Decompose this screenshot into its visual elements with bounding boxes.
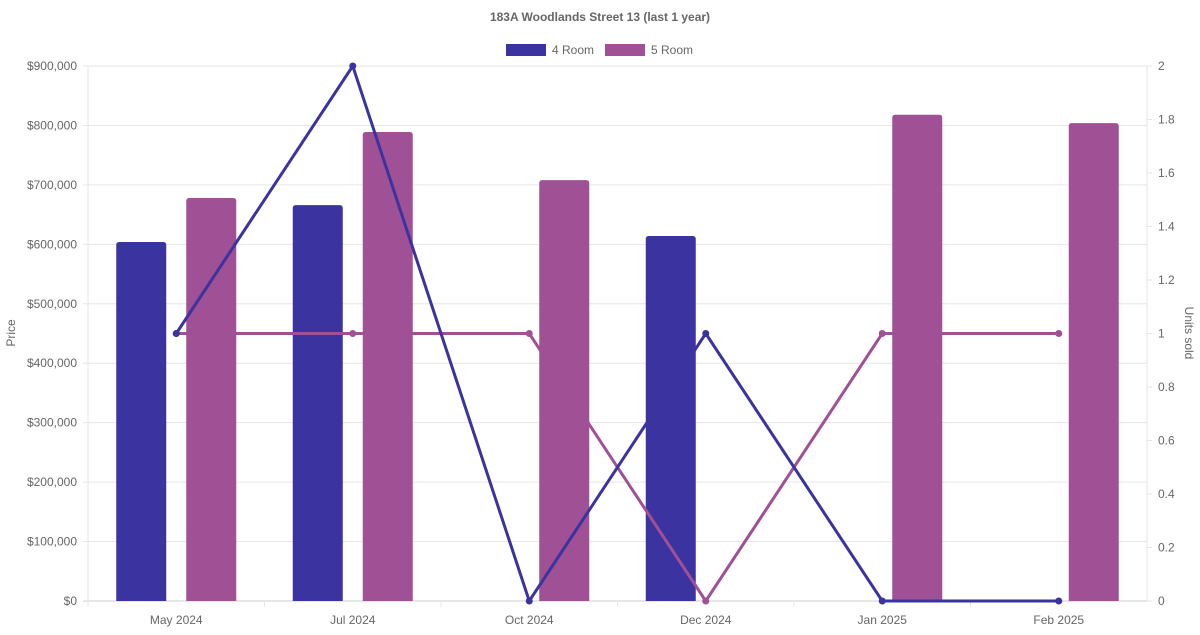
- bar-4-room: [116, 241, 167, 601]
- y-tick-label: $100,000: [27, 535, 77, 549]
- point-units-4-room: [1055, 597, 1063, 605]
- y2-tick-label: 0.8: [1158, 380, 1175, 394]
- y2-tick-label: 0.2: [1158, 541, 1175, 555]
- legend-swatch-5-room: [605, 44, 645, 56]
- bar-5-room: [1068, 123, 1119, 602]
- bar-5-room: [362, 131, 413, 601]
- x-tick-label: Jan 2025: [858, 613, 908, 627]
- y-tick-label: $200,000: [27, 475, 77, 489]
- point-units-5-room: [1055, 330, 1063, 337]
- y-tick-label: $400,000: [27, 356, 77, 370]
- bar-5-room: [892, 114, 943, 601]
- y-tick-label: $600,000: [27, 237, 77, 251]
- x-tick-label: Feb 2025: [1033, 613, 1084, 627]
- legend-label-4-room: 4 Room: [552, 43, 594, 57]
- line-units-4-room: [174, 62, 1059, 605]
- chart-title: 183A Woodlands Street 13 (last 1 year): [490, 10, 710, 24]
- y-tick-label: $800,000: [27, 118, 77, 132]
- legend: 4 Room 5 Room: [506, 43, 693, 57]
- point-units-4-room: [349, 62, 357, 70]
- y2-tick-label: 0.4: [1158, 487, 1175, 501]
- x-tick-label: Dec 2024: [680, 613, 732, 627]
- bar-4-room: [645, 236, 696, 601]
- y-tick-label: $0: [64, 594, 78, 608]
- y2-tick-label: 0: [1158, 594, 1165, 608]
- y-tick-label: $500,000: [27, 297, 77, 311]
- x-tick-label: Jul 2024: [330, 613, 376, 627]
- legend-swatch-4-room: [506, 44, 546, 56]
- point-units-5-room: [702, 597, 710, 605]
- point-units-4-room: [878, 597, 886, 605]
- y2-tick-label: 1.4: [1158, 220, 1175, 234]
- y2-axis-label: Units sold: [1182, 307, 1196, 360]
- y2-tick-label: 0.6: [1158, 434, 1175, 448]
- bar-4-room: [292, 205, 343, 601]
- y-tick-label: $300,000: [27, 416, 77, 430]
- y-tick-label: $700,000: [27, 178, 77, 192]
- bar-5-room: [539, 180, 590, 601]
- x-tick-label: Oct 2024: [505, 613, 554, 627]
- y2-tick-label: 1: [1158, 327, 1165, 341]
- y2-tick-label: 1.2: [1158, 273, 1175, 287]
- point-units-4-room: [172, 330, 180, 337]
- legend-label-5-room: 5 Room: [651, 43, 693, 57]
- point-units-4-room: [525, 597, 533, 605]
- point-units-5-room: [349, 330, 357, 337]
- y2-tick-label: 1.8: [1158, 113, 1175, 127]
- y-tick-label: $900,000: [27, 59, 77, 73]
- point-units-5-room: [878, 330, 886, 337]
- y-axis-label: Price: [4, 319, 18, 347]
- y2-tick-label: 1.6: [1158, 166, 1175, 180]
- point-units-4-room: [702, 330, 710, 337]
- y2-tick-label: 2: [1158, 59, 1165, 73]
- bar-5-room: [186, 197, 237, 601]
- point-units-5-room: [525, 330, 533, 337]
- x-tick-label: May 2024: [150, 613, 203, 627]
